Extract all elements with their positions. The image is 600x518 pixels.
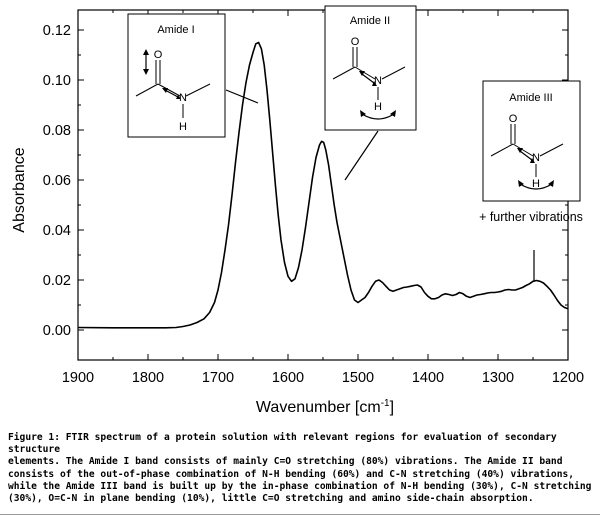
- amide-ii-pointer: [344, 130, 379, 181]
- x-tick-label: 1600: [272, 370, 304, 386]
- y-tick-label: 0.00: [43, 323, 71, 339]
- amide-ii-inset: Amide II O N H: [324, 5, 417, 131]
- amide-i-nitrogen: N: [179, 92, 187, 104]
- y-tick-label: 0.06: [43, 173, 71, 189]
- caption-title: Figure 1: FTIR spectrum of a protein sol…: [8, 432, 557, 456]
- ftir-chart: 1900 1800 1700 1600 1500 1400 1300 1200 0.000.0…: [11, 5, 584, 416]
- x-tick-label: 1400: [412, 370, 444, 386]
- x-axis-label: Wavenumber [cm-1]: [256, 398, 394, 416]
- x-tick-label: 1700: [202, 370, 234, 386]
- amide-iii-nitrogen: N: [532, 152, 540, 164]
- y-tick-label: 0.02: [43, 273, 71, 289]
- amide-iii-oxygen: O: [509, 113, 518, 125]
- amide-iii-label: Amide III: [509, 92, 552, 104]
- spectrum-series: [77, 41, 569, 329]
- amide-ii-hydrogen: H: [374, 101, 382, 113]
- amide-i-label: Amide I: [157, 24, 194, 36]
- y-axis-label: Absorbance: [11, 147, 28, 232]
- x-tick-label: 1900: [62, 370, 94, 386]
- x-tick-label: 1200: [552, 370, 584, 386]
- y-tick-label: 0.10: [43, 73, 71, 89]
- y-tick-label: 0.08: [43, 123, 71, 139]
- amide-i-hydrogen: H: [179, 121, 187, 133]
- caption-line: (30%), O=C-N in plane bending (10%), lit…: [8, 493, 534, 505]
- figure-caption: Figure 1: FTIR spectrum of a protein sol…: [8, 432, 594, 505]
- caption-line: while the Amide III band is built up by …: [8, 480, 592, 492]
- x-tick-label: 1300: [482, 370, 514, 386]
- y-tick-label: 0.12: [43, 23, 71, 39]
- amide-iii-inset: Amide III O N H: [482, 80, 581, 202]
- caption-line: elements. The Amide I band consists of m…: [8, 456, 563, 468]
- amide-i-oxygen: O: [154, 49, 163, 61]
- amide-ii-label: Amide II: [350, 15, 390, 27]
- amide-i-pointer: [225, 89, 259, 104]
- amide-ii-nitrogen: N: [374, 75, 382, 87]
- amide-ii-oxygen: O: [351, 36, 360, 48]
- amide-i-inset: Amide I O N H: [127, 13, 226, 138]
- amide-iii-hydrogen: H: [532, 178, 540, 190]
- caption-line: consists of the out-of-phase combination…: [8, 468, 575, 480]
- y-tick-label: 0.04: [43, 223, 71, 239]
- x-tick-label: 1500: [342, 370, 374, 386]
- caption-bottom-rule: [0, 514, 600, 515]
- spectrum-line: [77, 41, 569, 329]
- x-axis-ticks: 1900 1800 1700 1600 1500 1400 1300 1200: [62, 10, 584, 386]
- y-axis-ticks: 0.00 0.02 0.04 0.06 0.08 0.10 0.12: [43, 23, 568, 339]
- x-tick-label: 1800: [132, 370, 164, 386]
- amide-iii-note: + further vibrations: [479, 210, 583, 224]
